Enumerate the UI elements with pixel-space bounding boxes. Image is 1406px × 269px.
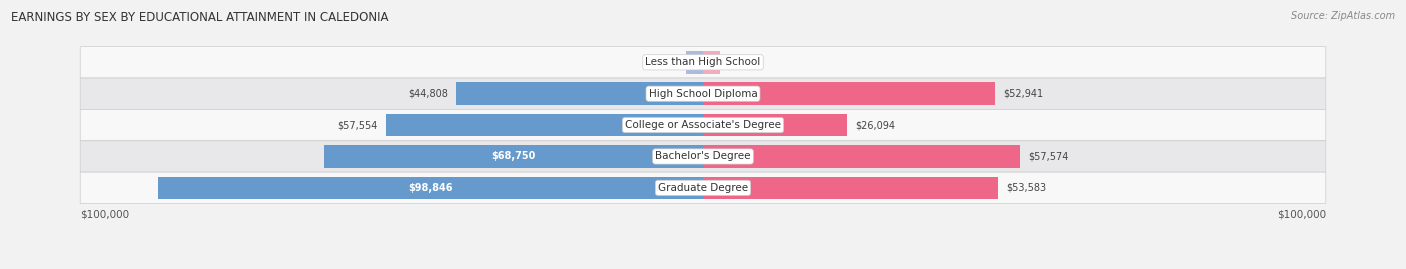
Bar (703, 145, 1021, 168)
Text: $100,000: $100,000 (1277, 210, 1326, 220)
Text: Bachelor's Degree: Bachelor's Degree (655, 151, 751, 161)
Bar (325, 145, 703, 168)
Text: Graduate Degree: Graduate Degree (658, 183, 748, 193)
Text: $98,846: $98,846 (408, 183, 453, 193)
FancyBboxPatch shape (80, 47, 1326, 78)
Bar (703, 51, 720, 74)
Bar (456, 82, 703, 105)
Bar (686, 51, 703, 74)
FancyBboxPatch shape (80, 109, 1326, 141)
Bar (385, 114, 703, 136)
Text: $68,750: $68,750 (491, 151, 536, 161)
Text: $0: $0 (731, 57, 742, 67)
Text: EARNINGS BY SEX BY EDUCATIONAL ATTAINMENT IN CALEDONIA: EARNINGS BY SEX BY EDUCATIONAL ATTAINMEN… (11, 11, 388, 24)
FancyBboxPatch shape (80, 141, 1326, 172)
Text: College or Associate's Degree: College or Associate's Degree (626, 120, 780, 130)
Text: $26,094: $26,094 (855, 120, 896, 130)
Text: High School Diploma: High School Diploma (648, 89, 758, 99)
Text: $57,574: $57,574 (1029, 151, 1069, 161)
Text: $44,808: $44,808 (408, 89, 447, 99)
Bar (703, 114, 846, 136)
Text: $100,000: $100,000 (80, 210, 129, 220)
FancyBboxPatch shape (80, 78, 1326, 109)
Bar (703, 176, 998, 199)
Bar (159, 176, 703, 199)
Bar (703, 82, 995, 105)
FancyBboxPatch shape (80, 172, 1326, 204)
Text: Less than High School: Less than High School (645, 57, 761, 67)
Text: $0: $0 (664, 57, 675, 67)
Text: $57,554: $57,554 (337, 120, 378, 130)
Text: $52,941: $52,941 (1002, 89, 1043, 99)
Text: $53,583: $53,583 (1007, 183, 1046, 193)
Text: Source: ZipAtlas.com: Source: ZipAtlas.com (1291, 11, 1395, 21)
